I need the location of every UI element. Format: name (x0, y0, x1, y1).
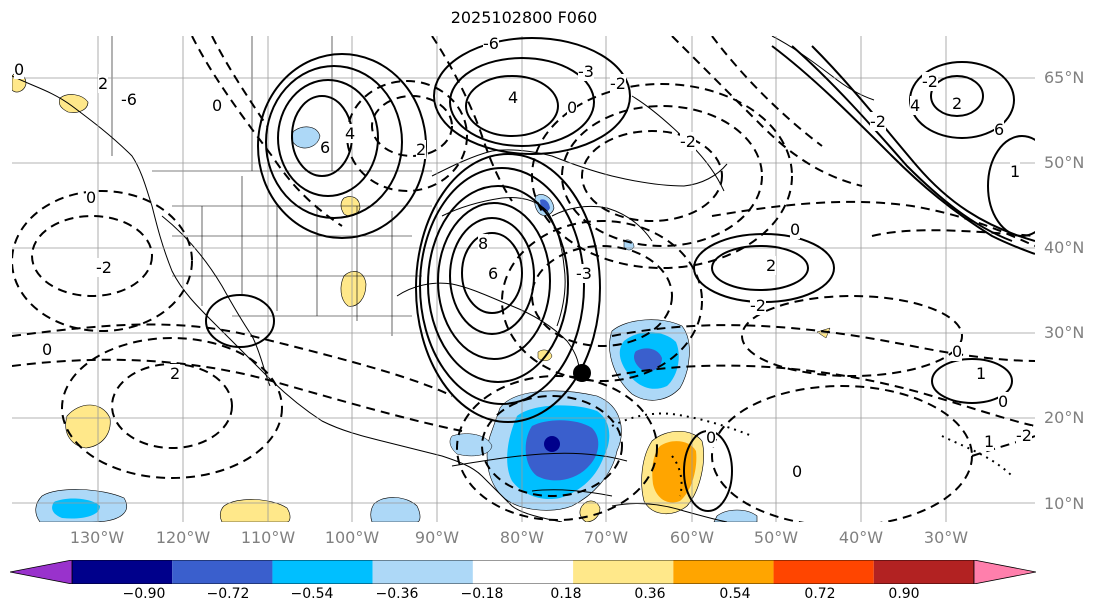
contour-label: -3 (576, 264, 592, 283)
contour-label: -2 (96, 258, 112, 277)
lon-label: 100°W (324, 528, 380, 547)
contour-label: -2 (610, 74, 626, 93)
contour-label: 1 (1010, 162, 1021, 181)
colorbar-segment (472, 560, 574, 584)
shade-caribbean-dark (525, 420, 599, 481)
negative-contours (12, 36, 1035, 522)
positive-contours (205, 37, 1035, 512)
lon-label: 120°W (155, 528, 211, 547)
lat-label: 65°N (1044, 68, 1085, 87)
colorbar-tick: −0.72 (206, 586, 250, 602)
contour-label: 2 (766, 256, 777, 275)
shade-pacific-yellow-2 (219, 499, 291, 522)
contour-label: 0 (792, 462, 803, 481)
colorbar-tick: 0.36 (634, 586, 666, 602)
lat-label: 30°N (1044, 323, 1085, 342)
colorbar-segment (172, 560, 273, 584)
contour-label: 1 (984, 432, 995, 451)
storm-location-marker (573, 364, 591, 382)
contour-label: 2 (170, 364, 181, 383)
colorbar-tick: −0.90 (122, 586, 166, 602)
colorbar-segment (272, 560, 373, 584)
contour-label: 8 (478, 234, 489, 253)
colorbar-tick: 0.54 (719, 586, 751, 602)
colorbar-tick: −0.36 (375, 586, 419, 602)
contour-label: 6 (320, 138, 331, 157)
lon-label: 60°W (669, 528, 715, 547)
lon-label: 90°W (414, 528, 460, 547)
contour-label: 0 (998, 392, 1009, 411)
colorbar-segment (873, 560, 974, 584)
colorbar-tick: 0.72 (804, 586, 836, 602)
shade-caribbean-core (544, 436, 560, 452)
contour-label: -2 (680, 132, 696, 151)
contour-label: -2 (1016, 426, 1032, 445)
colorbar-tick: −0.18 (460, 586, 504, 602)
colorbar-segment (773, 560, 874, 584)
contour-label: -6 (483, 34, 499, 53)
colorbar-segment (372, 560, 473, 584)
contour-label: 0 (212, 96, 223, 115)
contour-label: 2 (416, 140, 427, 159)
contour-label: 0 (86, 188, 97, 207)
colorbar-min-extension (10, 560, 73, 584)
political-borders (111, 36, 432, 336)
colorbar-max-extension (973, 560, 1036, 584)
contour-label: 0 (790, 220, 801, 239)
lon-label: 130°W (69, 528, 125, 547)
contour-label: 0 (952, 342, 963, 361)
contour-label: 4 (910, 96, 921, 115)
contour-label: -2 (870, 112, 886, 131)
coastlines (12, 36, 875, 522)
contour-label: 0 (706, 428, 717, 447)
contour-label: 2 (98, 74, 109, 93)
lon-label: 80°W (499, 528, 545, 547)
lat-label: 20°N (1044, 408, 1085, 427)
contour-label: 0 (567, 98, 578, 117)
contour-label: 2 (952, 94, 963, 113)
contour-label: -2 (922, 72, 938, 91)
contour-label: 0 (14, 60, 25, 79)
contour-label: 4 (345, 124, 356, 143)
lon-label: 40°W (838, 528, 884, 547)
shade-sa-blue (713, 509, 758, 522)
shade-atlantic-dark (634, 348, 662, 372)
colorbar-tick: −0.54 (290, 586, 334, 602)
contour-label: 6 (994, 120, 1005, 139)
shade-alaska-yellow (58, 94, 89, 113)
shade-pacific-blue-2 (370, 497, 421, 522)
colorbar-segment (72, 560, 173, 584)
map-title: 2025102800 F060 (450, 8, 598, 27)
lat-label: 10°N (1044, 494, 1085, 513)
map-panel[interactable] (12, 36, 1035, 522)
lon-label: 110°W (240, 528, 296, 547)
shade-pacific-blue-1-core (52, 498, 100, 519)
colorbar-segment (673, 560, 774, 584)
colorbar (10, 560, 1036, 584)
contour-label: 6 (488, 264, 499, 283)
contour-label: 0 (42, 340, 53, 359)
shade-pacific-yellow-1 (65, 404, 111, 449)
lat-label: 40°N (1044, 238, 1085, 257)
lat-label: 50°N (1044, 153, 1085, 172)
lon-label: 70°W (583, 528, 629, 547)
lon-label: 30°W (923, 528, 969, 547)
contour-label: -3 (578, 62, 594, 81)
contour-label: 4 (508, 88, 519, 107)
lon-label: 50°W (753, 528, 799, 547)
contour-label: -2 (750, 296, 766, 315)
dotted-contours (611, 412, 1013, 497)
map-canvas (12, 36, 1035, 522)
colorbar-segment (573, 560, 674, 584)
colorbar-tick: 0.18 (550, 586, 582, 602)
contour-label: 1 (976, 364, 987, 383)
contour-label: -6 (121, 90, 137, 109)
colorbar-tick: 0.90 (888, 586, 920, 602)
